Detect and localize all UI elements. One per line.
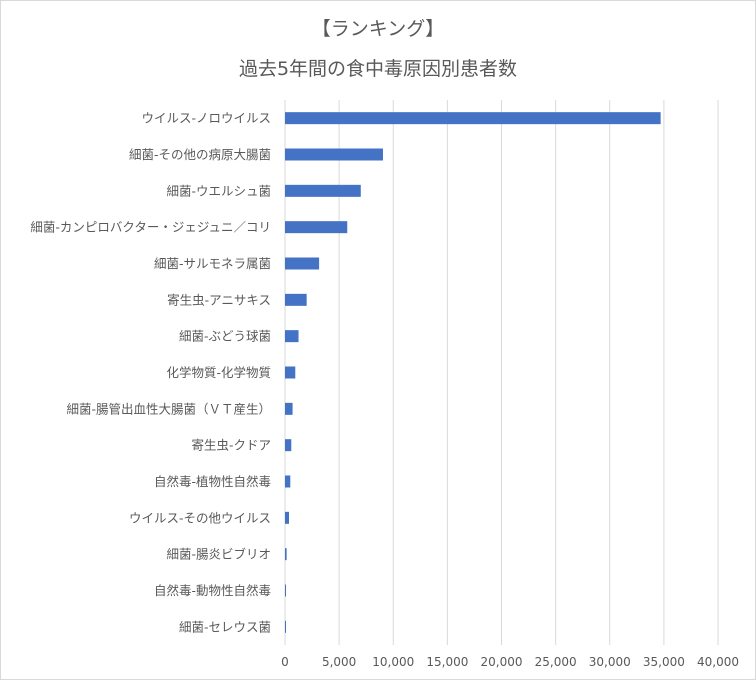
bar: [285, 184, 361, 197]
category-label: 寄生虫-クドア: [191, 438, 271, 453]
category-label: 細菌-ウエルシュ菌: [166, 183, 271, 198]
chart-title: 【ランキング】: [311, 18, 445, 40]
bar: [285, 112, 661, 125]
category-label: 細菌-サルモネラ属菌: [154, 256, 271, 271]
bar: [285, 584, 286, 597]
category-label: 細菌-その他の病原大腸菌: [129, 147, 271, 162]
bar: [285, 257, 320, 270]
category-label: ウイルス-その他ウイルス: [129, 510, 271, 525]
bar: [285, 293, 307, 306]
category-label: 自然毒-植物性自然毒: [154, 474, 271, 489]
category-label: 細菌-カンピロバクター・ジェジュニ／コリ: [30, 220, 271, 235]
x-tick-label: 15,000: [426, 655, 468, 669]
bar: [285, 366, 296, 379]
x-tick-label: 35,000: [643, 655, 685, 669]
bar: [285, 511, 290, 524]
bar: [285, 221, 348, 234]
bar: [285, 439, 292, 452]
chart-subtitle: 過去5年間の食中毒原因別患者数: [238, 58, 518, 80]
x-tick-label: 40,000: [697, 655, 739, 669]
x-tick-label: 20,000: [481, 655, 523, 669]
x-tick-label: 5,000: [322, 655, 356, 669]
bar: [285, 330, 299, 343]
bar: [285, 475, 291, 488]
category-label: 細菌-ぶどう球菌: [179, 329, 271, 344]
x-tick-label: 10,000: [372, 655, 414, 669]
x-tick-label: 25,000: [535, 655, 577, 669]
category-label: 自然毒-動物性自然毒: [154, 583, 271, 598]
category-label: 細菌-セレウス菌: [179, 619, 271, 634]
x-tick-label: 30,000: [589, 655, 631, 669]
category-label: 細菌-腸炎ビブリオ: [166, 547, 271, 562]
category-label: 細菌-腸管出血性大腸菌（ＶＴ産生）: [66, 401, 271, 416]
category-label: 化学物質-化学物質: [166, 365, 271, 380]
bar: [285, 620, 286, 633]
bar: [285, 548, 287, 561]
bar: [285, 148, 383, 161]
category-label: 寄生虫-アニサキス: [167, 292, 271, 307]
bar: [285, 402, 293, 415]
category-label: ウイルス-ノロウイルス: [141, 111, 271, 126]
x-tick-label: 0: [281, 655, 289, 669]
